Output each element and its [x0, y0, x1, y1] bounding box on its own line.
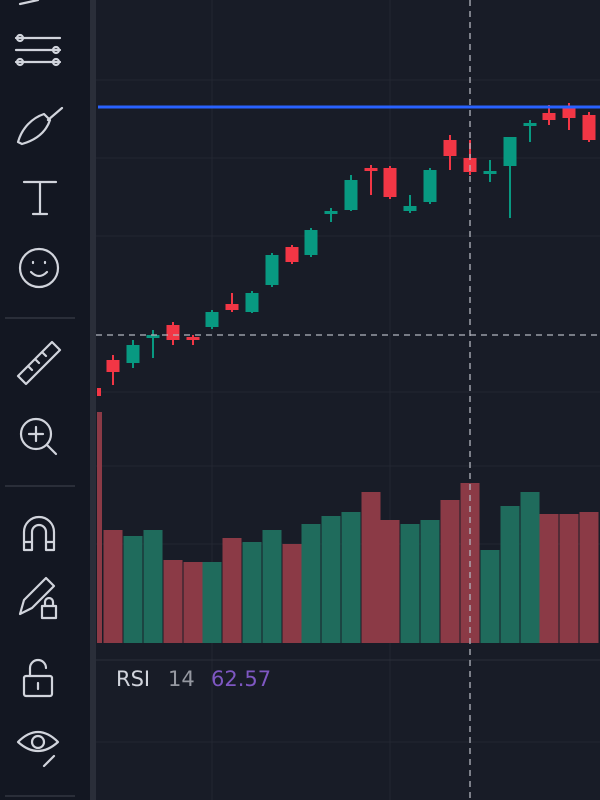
candle-body — [542, 113, 556, 120]
candle-body — [443, 140, 457, 156]
volume-bar — [361, 492, 381, 643]
tool-partial[interactable] — [18, 0, 40, 6]
candle-body — [503, 137, 517, 166]
tool-magnet[interactable] — [22, 515, 56, 552]
candle-body — [265, 255, 279, 285]
candle-body — [245, 293, 259, 312]
volume-bar — [440, 500, 460, 643]
candle-body — [205, 312, 219, 327]
tool-emoji[interactable] — [18, 247, 60, 289]
chart-area — [96, 0, 600, 800]
volume-bar — [341, 512, 361, 643]
indicator-name: RSI — [116, 667, 150, 691]
candle-body — [383, 168, 397, 197]
candle-body — [225, 304, 239, 310]
volume-bar — [301, 524, 321, 643]
volume-bar — [183, 562, 203, 643]
volume-bar — [321, 516, 341, 643]
volume-bar — [163, 560, 183, 643]
volume-bar — [520, 492, 540, 643]
volume-bar — [222, 538, 242, 643]
volume-bar — [559, 514, 579, 643]
volume-bar — [579, 512, 599, 643]
volume-bar — [202, 562, 222, 643]
candle-body — [483, 171, 497, 174]
tool-zoom[interactable] — [19, 417, 58, 456]
volume-bar — [242, 542, 262, 643]
volume-bar — [262, 530, 282, 643]
candle-body — [97, 388, 101, 396]
candle-body — [285, 247, 299, 262]
candle-body — [344, 180, 358, 210]
tool-visibility[interactable] — [16, 730, 60, 768]
candle-body — [562, 108, 576, 118]
tool-patterns[interactable] — [14, 33, 62, 67]
tool-lock[interactable] — [22, 658, 54, 698]
indicator-legend[interactable]: RSI 14 62.57 — [116, 667, 271, 691]
candles — [97, 103, 596, 396]
volume-bar — [123, 536, 143, 643]
volume-bar — [539, 514, 559, 643]
volume-bar — [500, 506, 520, 643]
volume-bar — [143, 530, 163, 643]
indicator-length: 14 — [168, 667, 195, 691]
tool-ruler[interactable] — [16, 340, 62, 386]
candle-body — [324, 211, 338, 214]
candle-body — [423, 170, 437, 202]
candle-body — [403, 206, 417, 211]
volume-bar — [380, 520, 400, 643]
tool-brush[interactable] — [16, 106, 64, 146]
candle-body — [166, 325, 180, 340]
candle-body — [126, 345, 140, 363]
candle-body — [304, 230, 318, 255]
candle-body — [523, 123, 537, 126]
volume-bars — [97, 412, 599, 643]
candle-body — [146, 335, 160, 338]
candle-body — [364, 168, 378, 171]
candle-body — [106, 360, 120, 372]
indicator-value: 62.57 — [211, 667, 271, 691]
tool-lock-drawings[interactable] — [18, 576, 58, 620]
toolbar-separator — [90, 0, 96, 800]
candle-body — [186, 337, 200, 340]
volume-bar — [480, 550, 500, 643]
volume-bar — [420, 520, 440, 643]
tool-text[interactable] — [22, 180, 58, 216]
candle-body — [582, 115, 596, 140]
volume-bar — [97, 412, 102, 643]
toolbar — [5, 0, 75, 797]
volume-bar — [400, 524, 420, 643]
volume-bar — [282, 544, 302, 643]
volume-bar — [103, 530, 123, 643]
